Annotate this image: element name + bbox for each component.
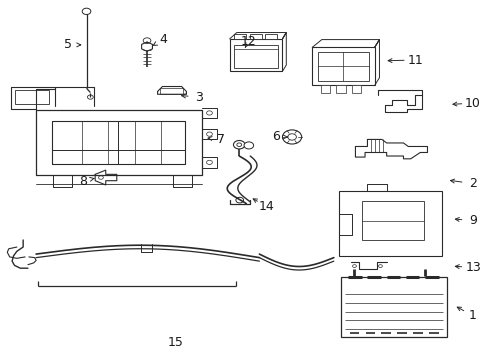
Circle shape (207, 132, 212, 136)
Bar (265, 33, 277, 39)
Text: 7: 7 (217, 133, 225, 146)
Circle shape (233, 140, 245, 149)
Bar (234, 45, 278, 68)
Bar (160, 88, 183, 94)
Text: 15: 15 (168, 337, 183, 350)
Circle shape (143, 38, 151, 44)
Bar (234, 33, 246, 39)
Text: 5: 5 (64, 39, 73, 51)
Text: 3: 3 (196, 91, 203, 104)
Circle shape (282, 130, 302, 144)
Bar (230, 39, 282, 71)
Text: 10: 10 (465, 96, 481, 109)
Text: 1: 1 (469, 309, 477, 322)
Bar (321, 85, 330, 93)
Circle shape (237, 143, 242, 147)
Text: 13: 13 (465, 261, 481, 274)
Circle shape (98, 176, 103, 179)
Bar (336, 85, 346, 93)
Circle shape (244, 142, 254, 149)
Bar (16, 90, 49, 104)
Circle shape (207, 111, 212, 115)
Text: 14: 14 (259, 200, 274, 213)
Circle shape (82, 8, 91, 14)
Circle shape (207, 160, 212, 165)
Bar (362, 201, 424, 240)
Bar (341, 277, 447, 337)
Text: 4: 4 (159, 33, 167, 46)
Text: 8: 8 (79, 175, 87, 188)
Bar (352, 85, 361, 93)
Text: 12: 12 (241, 35, 257, 48)
Circle shape (236, 197, 244, 203)
Text: 9: 9 (469, 214, 477, 227)
Circle shape (353, 265, 356, 267)
Text: 6: 6 (272, 130, 280, 143)
Text: 11: 11 (408, 54, 423, 67)
Circle shape (378, 265, 382, 267)
Bar (312, 48, 375, 85)
Bar (250, 33, 262, 39)
Circle shape (288, 134, 296, 140)
Bar (318, 51, 369, 81)
Circle shape (88, 95, 93, 99)
Bar (339, 190, 442, 256)
Text: 2: 2 (469, 177, 477, 190)
